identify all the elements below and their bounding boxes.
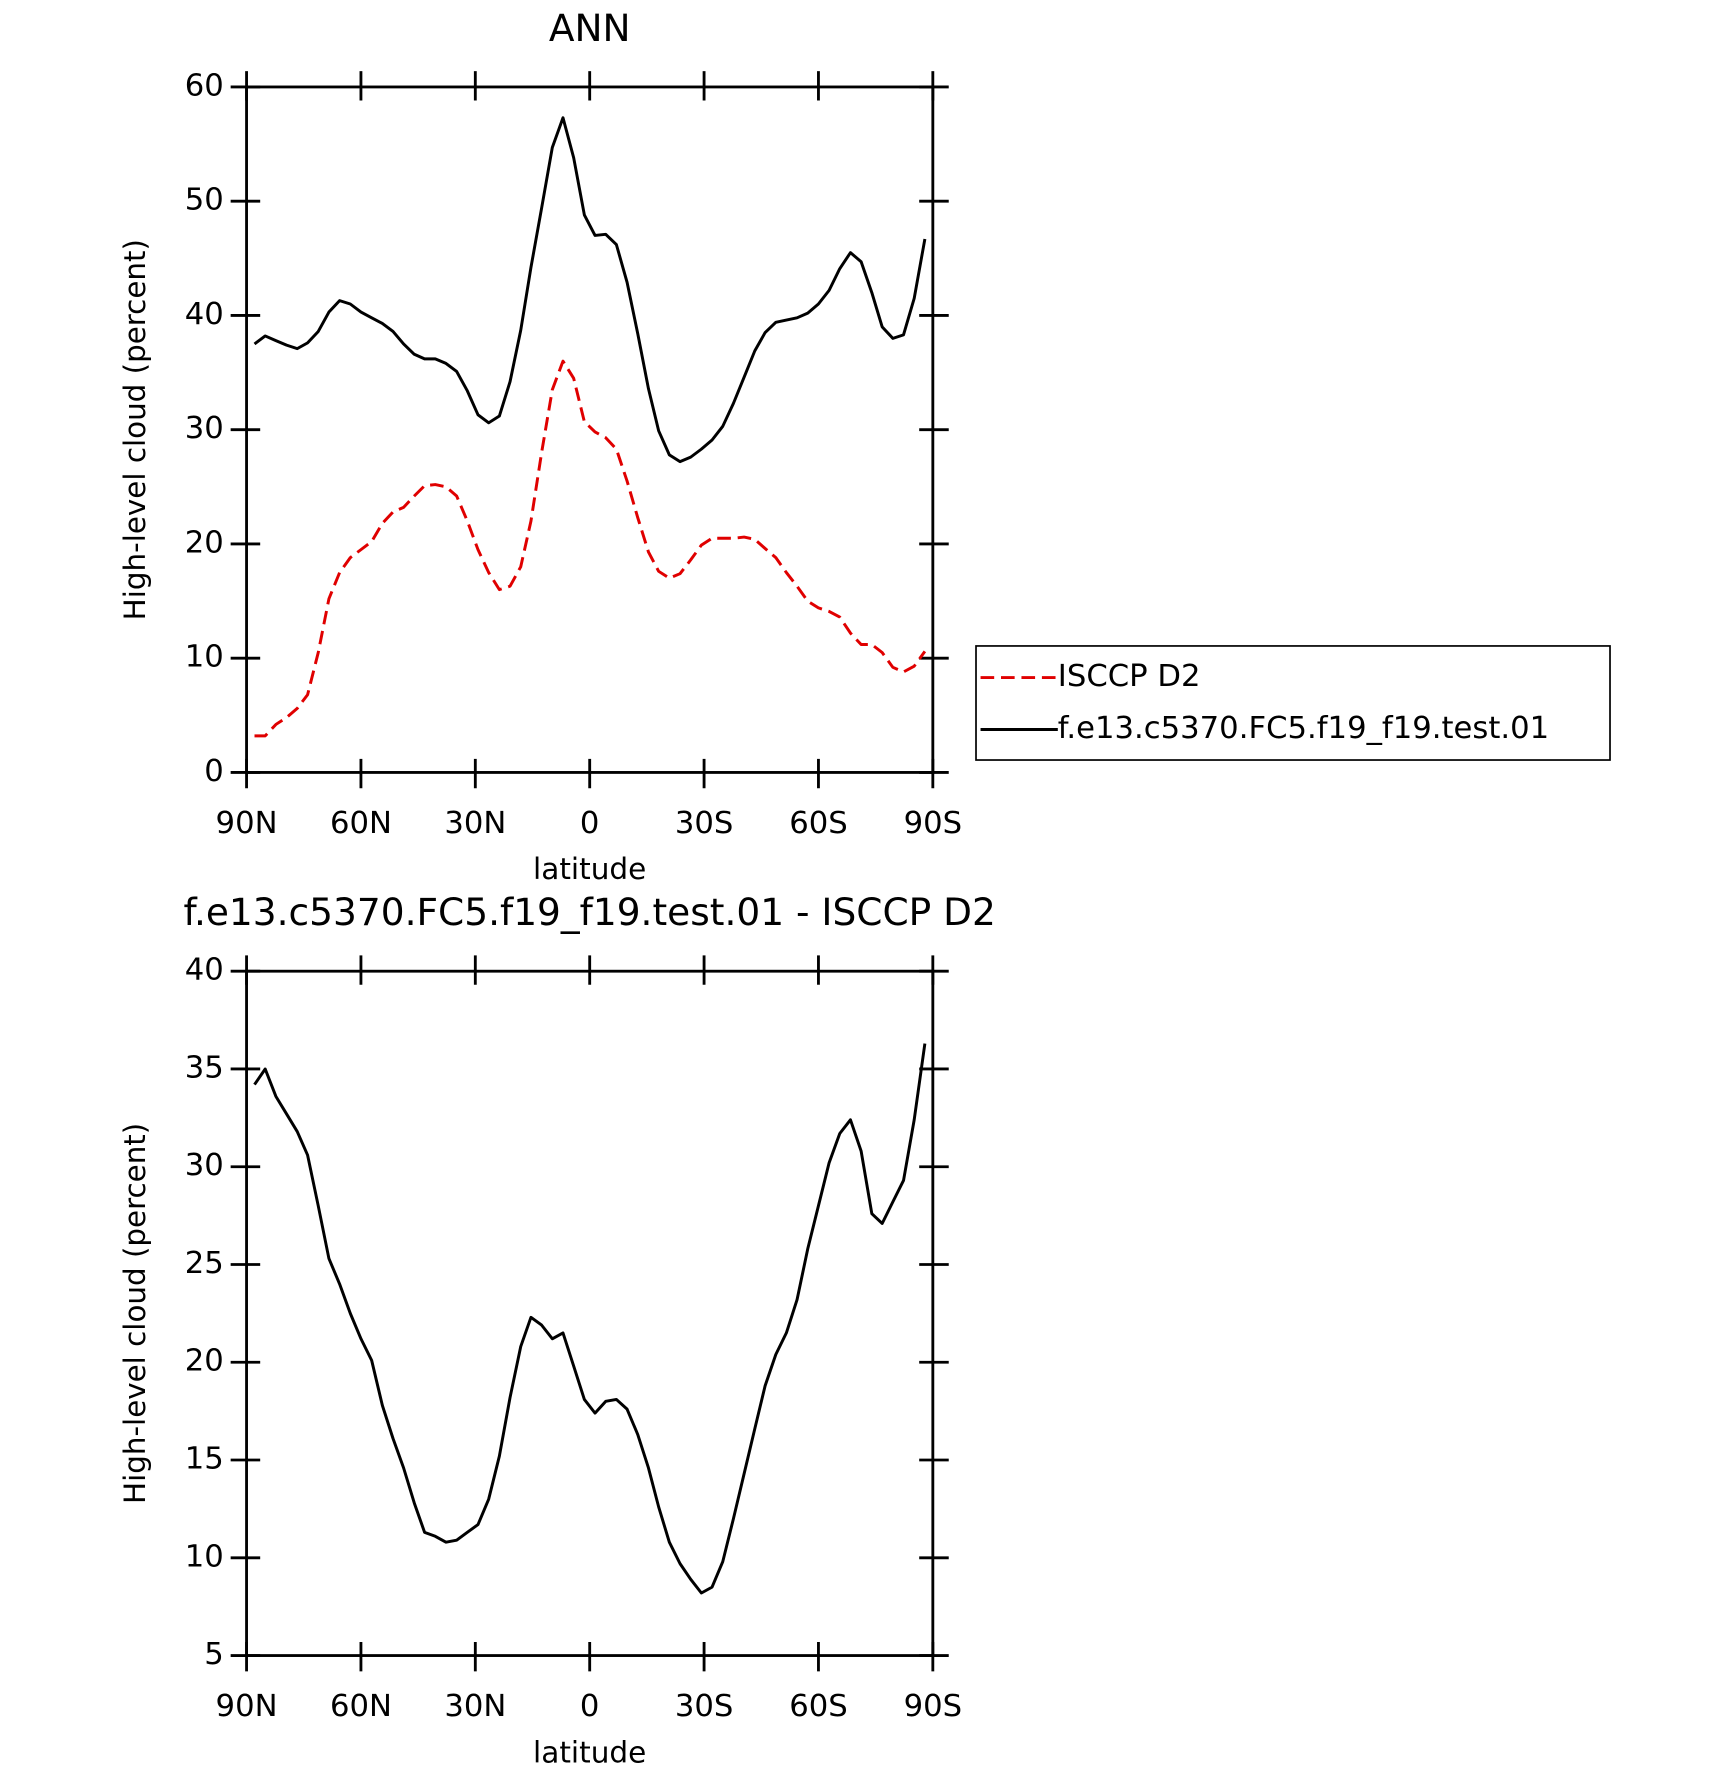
y-tick-label: 50 [185, 183, 224, 218]
chart-title: ANN [549, 6, 631, 50]
x-tick-label: 90N [216, 1689, 278, 1724]
y-axis-label: High-level cloud (percent) [118, 239, 152, 620]
x-tick-label: 0 [580, 806, 600, 841]
x-tick-label: 60S [789, 1689, 848, 1724]
y-tick-label: 30 [185, 411, 224, 446]
x-tick-label: 30S [675, 1689, 734, 1724]
y-tick-label: 15 [185, 1442, 224, 1477]
y-tick-label: 25 [185, 1246, 224, 1281]
y-tick-label: 10 [185, 640, 224, 675]
y-tick-label: 20 [185, 526, 224, 561]
y-tick-label: 40 [185, 953, 224, 988]
x-tick-label: 30N [444, 1689, 506, 1724]
x-tick-label: 60N [330, 806, 392, 841]
x-tick-label: 90S [904, 806, 963, 841]
x-tick-label: 90S [904, 1689, 963, 1724]
y-tick-label: 5 [204, 1637, 224, 1672]
y-axis-label: High-level cloud (percent) [118, 1123, 152, 1504]
y-tick-label: 10 [185, 1539, 224, 1574]
series-line [253, 1043, 927, 1595]
x-tick-label: 0 [580, 1689, 600, 1724]
y-tick-label: 30 [185, 1148, 224, 1183]
y-tick-label: 0 [204, 754, 224, 789]
y-tick-label: 40 [185, 297, 224, 332]
x-tick-label: 90N [216, 806, 278, 841]
legend-label: ISCCP D2 [1058, 659, 1201, 694]
plot-frame [245, 85, 935, 774]
y-tick-label: 20 [185, 1344, 224, 1379]
x-axis-label: latitude [533, 1735, 646, 1769]
series-line [254, 359, 927, 738]
series-line [253, 116, 927, 464]
x-tick-label: 60N [330, 1689, 392, 1724]
x-tick-label: 30S [675, 806, 734, 841]
y-tick-label: 60 [185, 69, 224, 104]
x-tick-label: 60S [789, 806, 848, 841]
legend-label: f.e13.c5370.FC5.f19_f19.test.01 [1058, 711, 1549, 746]
x-axis-label: latitude [533, 852, 646, 886]
y-tick-label: 35 [185, 1051, 224, 1086]
chart-title: f.e13.c5370.FC5.f19_f19.test.01 - ISCCP … [183, 890, 995, 934]
legend-box [975, 645, 1611, 761]
x-tick-label: 30N [444, 806, 506, 841]
